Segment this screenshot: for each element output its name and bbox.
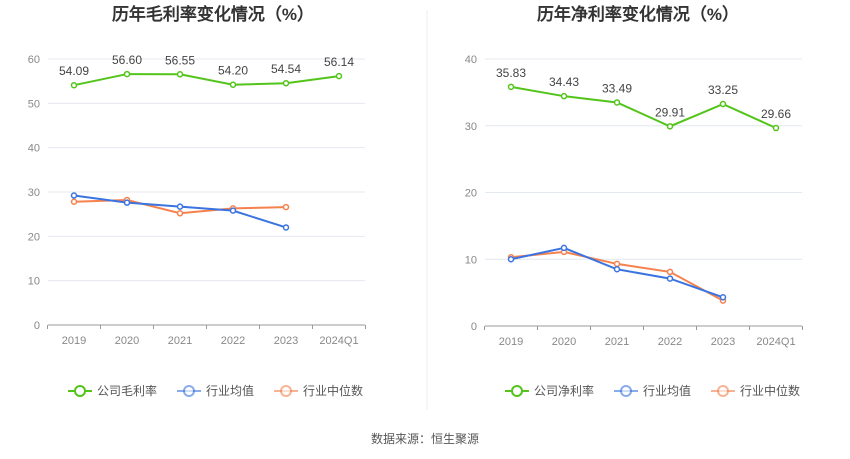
data-point (666, 268, 674, 276)
x-tick-label: 2024Q1 (756, 336, 795, 348)
data-point (772, 124, 780, 132)
y-tick-label: 30 (465, 121, 477, 133)
chart-title: 历年毛利率变化情况（%） (112, 4, 314, 24)
x-tick-label: 2019 (499, 336, 523, 348)
data-point (229, 81, 237, 88)
legend-marker (620, 385, 632, 397)
data-label: 54.09 (59, 64, 89, 78)
data-label: 34.43 (549, 75, 579, 89)
data-point (507, 83, 515, 91)
data-label: 56.60 (112, 53, 142, 67)
x-tick-label: 2023 (274, 335, 298, 347)
data-point (666, 275, 674, 282)
data-point (507, 256, 515, 263)
data-point (613, 260, 621, 268)
data-point (613, 266, 621, 273)
legend-marker (511, 385, 523, 397)
data-point (70, 192, 78, 199)
data-point (229, 207, 237, 214)
data-label: 29.66 (761, 107, 791, 121)
data-label: 33.49 (602, 81, 632, 95)
y-tick-label: 0 (471, 321, 477, 333)
y-tick-label: 40 (465, 54, 477, 66)
y-tick-label: 10 (28, 276, 40, 288)
data-point (719, 294, 727, 301)
data-label: 33.25 (708, 83, 738, 97)
legend-marker (183, 385, 195, 397)
x-tick-label: 2020 (552, 336, 576, 348)
y-tick-label: 40 (28, 143, 40, 155)
x-tick-label: 2024Q1 (319, 335, 358, 347)
data-label: 35.83 (496, 66, 526, 80)
source-text: 数据来源：恒生聚源 (370, 432, 479, 446)
chart-title: 历年净利率变化情况（%） (537, 4, 739, 24)
data-label: 54.54 (271, 62, 301, 76)
data-point (560, 244, 568, 252)
y-tick-label: 20 (465, 188, 477, 200)
data-label: 54.20 (218, 64, 248, 78)
data-label: 56.55 (165, 53, 195, 67)
legend-item[interactable]: 行业均值 (643, 383, 691, 398)
legend-item[interactable]: 公司净利率 (534, 383, 594, 398)
data-point (282, 224, 290, 231)
y-tick-label: 30 (28, 187, 40, 199)
x-tick-label: 2023 (711, 336, 735, 348)
data-label: 56.14 (324, 55, 354, 69)
legend-item[interactable]: 行业中位数 (303, 383, 363, 398)
x-tick-label: 2022 (221, 335, 245, 347)
data-point (70, 198, 78, 206)
y-tick-label: 20 (28, 231, 40, 243)
data-point (613, 99, 621, 106)
data-point (282, 79, 290, 87)
data-point (719, 100, 727, 108)
data-label: 29.91 (655, 105, 685, 119)
data-point (335, 72, 343, 80)
data-point (176, 210, 184, 217)
x-tick-label: 2020 (115, 335, 139, 347)
x-tick-label: 2022 (658, 336, 682, 348)
data-point (123, 70, 131, 78)
legend-marker (280, 385, 292, 397)
x-tick-label: 2021 (168, 335, 192, 347)
y-tick-label: 50 (28, 98, 40, 110)
y-tick-label: 10 (465, 254, 477, 266)
data-point (123, 199, 131, 206)
data-point (282, 203, 290, 211)
data-point (176, 71, 184, 78)
y-tick-label: 60 (28, 54, 40, 66)
x-tick-label: 2019 (62, 335, 86, 347)
data-point (176, 203, 184, 210)
data-point (70, 81, 78, 89)
series-line (73, 73, 340, 87)
data-point (560, 92, 568, 100)
x-tick-label: 2021 (605, 336, 629, 348)
legend-marker (74, 385, 86, 397)
data-point (666, 123, 674, 130)
legend-item[interactable]: 行业中位数 (740, 383, 800, 398)
series-line (510, 246, 724, 299)
y-tick-label: 0 (34, 320, 40, 332)
legend-item[interactable]: 行业均值 (206, 383, 254, 398)
legend-item[interactable]: 公司毛利率 (97, 383, 157, 398)
series-line (510, 85, 777, 129)
legend-marker (717, 385, 729, 397)
